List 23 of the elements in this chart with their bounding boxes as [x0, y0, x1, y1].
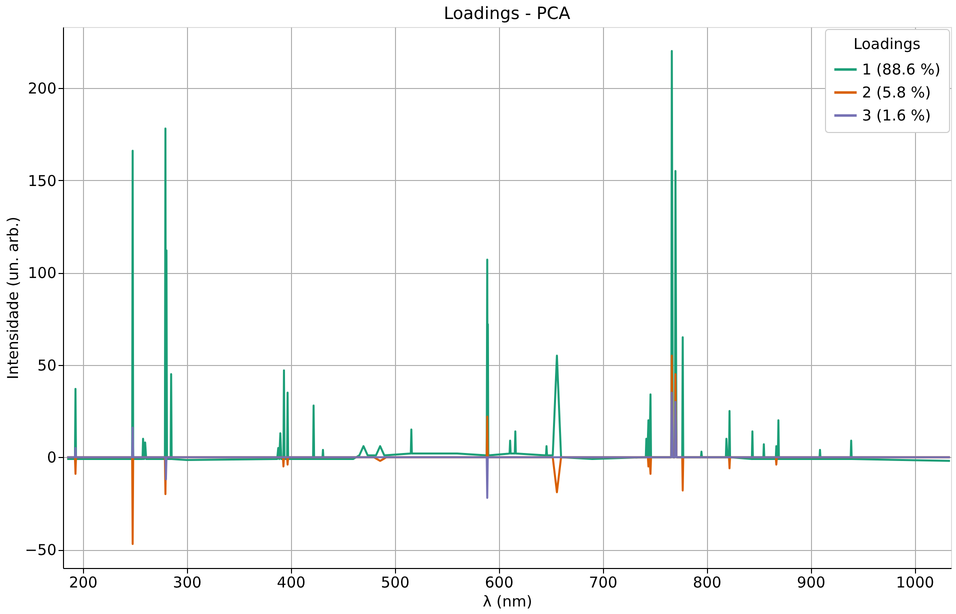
y-tick-label: 150 — [28, 172, 56, 190]
x-tick-label: 300 — [172, 574, 202, 592]
x-tick-label: 800 — [692, 574, 722, 592]
x-axis-title: λ (nm) — [482, 592, 532, 610]
x-tick-label: 700 — [588, 574, 618, 592]
legend-label: 2 (5.8 %) — [862, 84, 931, 102]
y-tick-label: 0 — [46, 448, 56, 467]
y-tick-label: 50 — [37, 356, 56, 374]
x-tick-label: 400 — [276, 574, 306, 592]
y-tick-label: 200 — [28, 79, 56, 98]
legend-label: 1 (88.6 %) — [862, 60, 940, 78]
y-tick-label: 100 — [28, 264, 56, 282]
x-tick-label: 200 — [68, 574, 98, 592]
y-axis-title: Intensidade (un. arb.) — [4, 216, 22, 380]
legend-label: 3 (1.6 %) — [862, 106, 931, 124]
x-tick-label: 900 — [796, 574, 826, 592]
legend-title: Loadings — [854, 35, 921, 53]
x-tick-label: 500 — [380, 574, 410, 592]
y-tick-label: −50 — [24, 541, 56, 560]
line-series — [66, 392, 951, 499]
chart-title: Loadings - PCA — [444, 4, 571, 24]
x-tick-label: 600 — [484, 574, 514, 592]
x-tick-label: 1000 — [896, 574, 934, 592]
